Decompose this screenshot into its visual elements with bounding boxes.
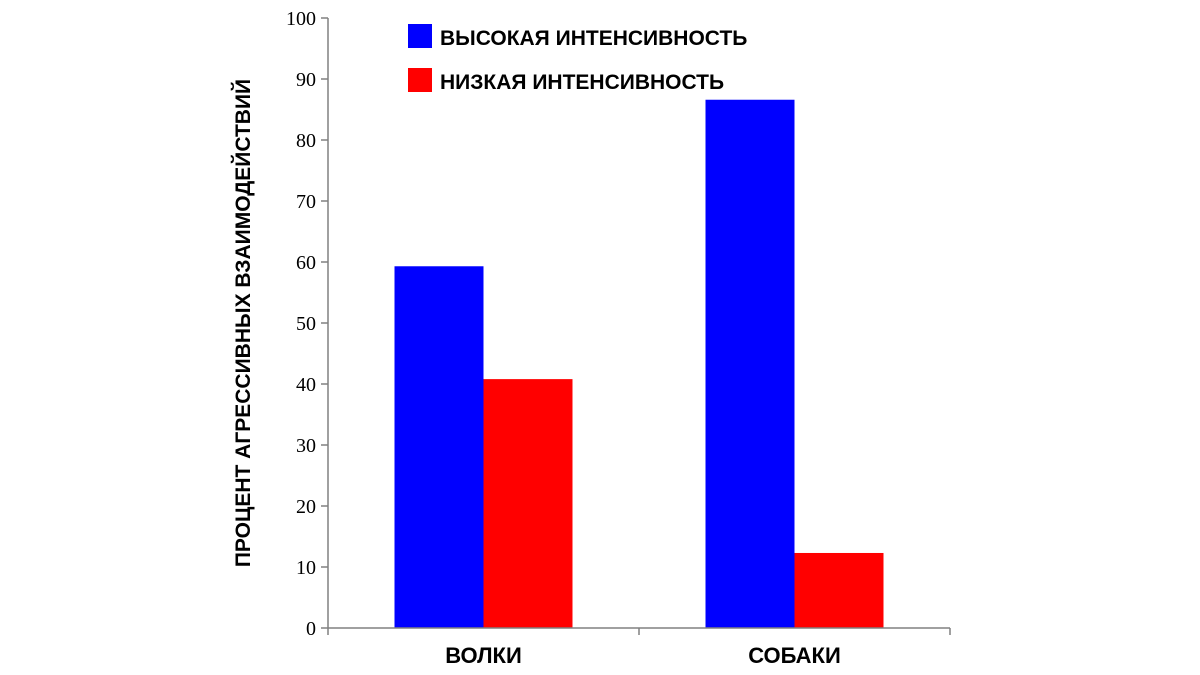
y-tick-label: 0 xyxy=(306,618,316,640)
x-category-label: ВОЛКИ xyxy=(445,643,522,668)
bar-high-0 xyxy=(394,266,484,628)
bar-high-1 xyxy=(705,99,795,629)
y-tick-label: 80 xyxy=(296,130,316,152)
bar-low-1 xyxy=(794,552,884,628)
ticks-layer: 0 10 20 30 40 50 60 70 80 90 100 xyxy=(286,8,951,640)
y-tick-label: 70 xyxy=(296,191,316,213)
y-tick-label: 90 xyxy=(296,69,316,91)
legend-swatch xyxy=(408,68,432,92)
bar-low-0 xyxy=(483,379,573,628)
y-tick-label: 10 xyxy=(296,557,316,579)
y-axis-label: ПРОЦЕНТ АГРЕССИВНЫХ ВЗАИМОДЕЙСТВИЙ xyxy=(231,79,255,567)
y-tick-label: 40 xyxy=(296,374,316,396)
legend-swatch xyxy=(408,24,432,48)
y-tick-label: 60 xyxy=(296,252,316,274)
x-category-label: СОБАКИ xyxy=(748,643,841,668)
legend-label: ВЫСОКАЯ ИНТЕНСИВНОСТЬ xyxy=(440,27,747,50)
y-tick-label: 30 xyxy=(296,435,316,457)
legend-label: НИЗКАЯ ИНТЕНСИВНОСТЬ xyxy=(440,71,724,94)
legend: ВЫСОКАЯ ИНТЕНСИВНОСТЬ НИЗКАЯ ИНТЕНСИВНОСТ… xyxy=(408,24,747,94)
y-tick-label: 20 xyxy=(296,496,316,518)
category-labels: ВОЛКИ СОБАКИ xyxy=(445,643,841,668)
y-tick-label: 50 xyxy=(296,313,316,335)
bars-layer xyxy=(394,99,884,629)
y-tick-label: 100 xyxy=(286,8,316,30)
